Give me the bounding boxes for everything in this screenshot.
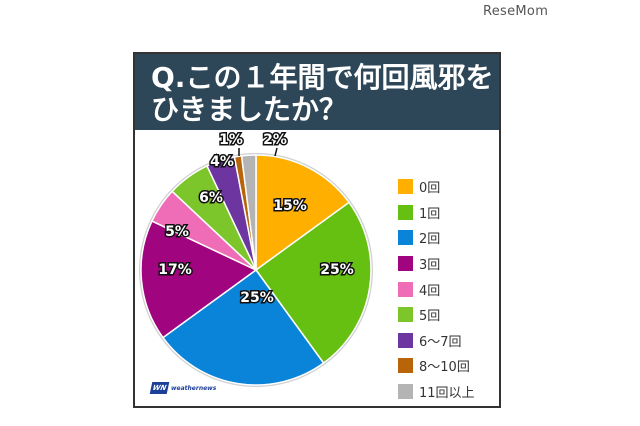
legend-item: 8〜10回 [398,353,475,379]
weathernews-logo: WN weathernews [149,382,217,394]
legend-swatch [398,256,413,272]
pie-slice [254,201,372,365]
chart-title: Q.この１年間で何回風邪を ひきましたか？ [135,54,499,130]
pie-slice-label: 15% [273,198,307,214]
pie-slices [140,154,372,386]
legend-label: 0回 [419,181,441,197]
logo-mark: WN [149,382,170,394]
chart-frame: Q.この１年間で何回風邪を ひきましたか？ 15% 25% 25% 17% 5% 6% 4%… [133,52,501,408]
site-brand: ReseMom [483,4,549,19]
pie-slice-label: 6% [199,190,223,206]
pie-slice [161,268,325,386]
chart-title-line1: Q.この１年間で何回風邪を [151,61,494,94]
pie-slice-label: 5% [165,224,189,240]
legend-label: 4回 [419,283,441,299]
pie-slice-label: 25% [320,262,354,278]
legend-label: 6〜7回 [419,334,462,350]
legend-label: 5回 [419,309,441,325]
legend-swatch [398,332,413,348]
legend-swatch [398,204,413,220]
pie-slice-label: 25% [240,290,274,306]
legend-swatch [398,179,413,195]
pie-slice [255,154,351,272]
legend-item: 4回 [398,276,475,302]
legend-item: 5回 [398,302,475,328]
legend-label: 8〜10回 [419,360,470,376]
legend-label: 11回以上 [419,386,475,402]
legend-label: 2回 [419,232,441,248]
pie-chart: 15% 25% 25% 17% 5% 6% 4% 1% 2% [139,131,373,387]
pie-slice-label: 2% [263,132,287,148]
legend: 0回 1回 2回 3回 4回 5回 6〜7回 8〜10回 11回以上 [398,174,475,404]
legend-item: 2回 [398,225,475,251]
legend-item: 6〜7回 [398,328,475,354]
pie-slice-label: 17% [158,262,192,278]
chart-title-line2: ひきましたか？ [151,93,348,126]
pie-slice-label: 1% [219,132,243,148]
pie-labels: 15% 25% 25% 17% 5% 6% 4% 1% 2% [157,131,356,308]
legend-item: 1回 [398,200,475,226]
legend-swatch [398,281,413,297]
legend-swatch [398,358,413,374]
pie-slice-label: 4% [210,154,234,170]
legend-label: 1回 [419,206,441,222]
legend-swatch [398,384,413,400]
logo-text: weathernews [171,384,217,392]
legend-label: 3回 [419,258,441,274]
pie-slice [240,154,257,271]
legend-item: 0回 [398,174,475,200]
legend-swatch [398,307,413,323]
legend-item: 3回 [398,251,475,277]
leader-line [274,147,278,157]
pie-slice [140,220,258,339]
legend-item: 11回以上 [398,379,475,405]
legend-swatch [398,230,413,246]
